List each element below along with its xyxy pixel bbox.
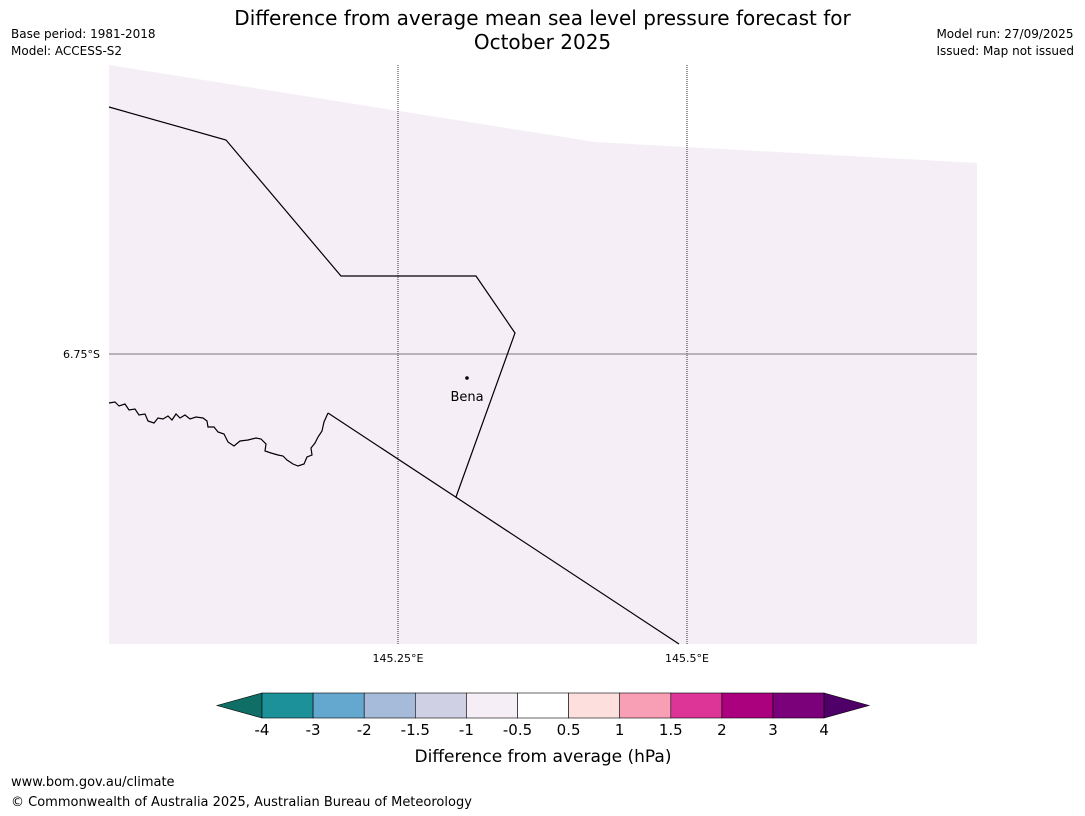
colorbar-tick-label: -1.5 xyxy=(401,721,430,739)
colorbar: -4 -3 -2 -1.5 -1 -0.5 0.5 1 1.5 2 3 4 xyxy=(215,692,871,739)
footer-copyright: © Commonwealth of Australia 2025, Austra… xyxy=(11,795,472,810)
colorbar-segment xyxy=(517,692,569,719)
colorbar-segment xyxy=(670,692,723,719)
colorbar-extension-low xyxy=(215,692,263,719)
boundary-line-south xyxy=(327,412,680,645)
colorbar-tick-label: 2 xyxy=(717,721,727,739)
metadata-right: Model run: 27/09/2025 Issued: Map not is… xyxy=(936,26,1074,60)
colorbar-tick-label: 0.5 xyxy=(557,721,581,739)
issued-text: Issued: Map not issued xyxy=(936,44,1074,58)
colorbar-segment xyxy=(363,692,416,719)
colorbar-segment xyxy=(466,692,518,719)
base-period-text: Base period: 1981-2018 xyxy=(11,27,156,41)
colorbar-tick-label: -0.5 xyxy=(503,721,532,739)
map-title: Difference from average mean sea level p… xyxy=(0,6,1085,54)
colorbar-segment xyxy=(312,692,365,719)
colorbar-extension-high xyxy=(823,692,871,719)
colorbar-tick-label: 1 xyxy=(615,721,625,739)
bena-marker xyxy=(465,376,469,380)
colorbar-segment xyxy=(261,692,314,719)
map-panel: Bena 6.75°S 145.25°E 145.5°E xyxy=(63,65,977,665)
colorbar-tick-label: -4 xyxy=(255,721,270,739)
model-run-text: Model run: 27/09/2025 xyxy=(936,27,1074,41)
colorbar-tick-label: -1 xyxy=(459,721,474,739)
longitude-label-145-25: 145.25°E xyxy=(373,652,424,665)
colorbar-tick-label: 1.5 xyxy=(659,721,683,739)
latitude-label: 6.75°S xyxy=(63,348,100,361)
colorbar-segment xyxy=(568,692,620,719)
bena-label: Bena xyxy=(450,390,483,405)
colorbar-tick-label: 4 xyxy=(819,721,829,739)
title-line-2: October 2025 xyxy=(473,30,612,54)
colorbar-segment xyxy=(721,692,774,719)
boundary-line-north xyxy=(108,106,516,498)
river-line xyxy=(108,401,329,467)
metadata-left: Base period: 1981-2018 Model: ACCESS-S2 xyxy=(11,26,156,60)
colorbar-tick-label: -2 xyxy=(357,721,372,739)
colorbar-tick-label: 3 xyxy=(768,721,778,739)
model-text: Model: ACCESS-S2 xyxy=(11,44,123,58)
colorbar-segment xyxy=(414,692,467,719)
colorbar-segment xyxy=(619,692,672,719)
longitude-label-145-5: 145.5°E xyxy=(665,652,709,665)
footer-url: www.bom.gov.au/climate xyxy=(11,775,175,790)
colorbar-tick-label: -3 xyxy=(306,721,321,739)
colorbar-segment xyxy=(772,692,825,719)
title-line-1: Difference from average mean sea level p… xyxy=(234,6,851,30)
colorbar-label: Difference from average (hPa) xyxy=(415,747,672,767)
